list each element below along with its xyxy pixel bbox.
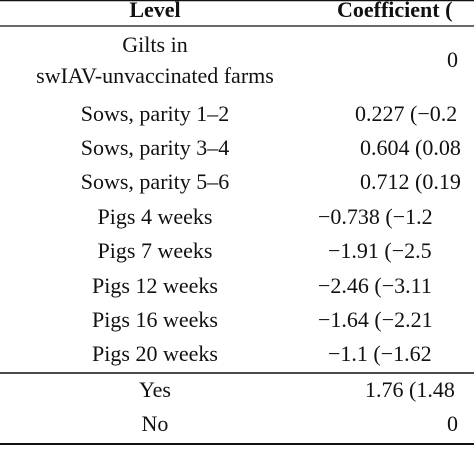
coefficient-cell: −0.738 (−1.2 (318, 204, 433, 229)
level-cell: Pigs 20 weeks (92, 341, 218, 366)
coefficient-cell: 0.712 (0.19 (360, 169, 461, 194)
header-cell: Level (129, 0, 180, 22)
level-cell: Pigs 4 weeks (98, 204, 213, 229)
level-cell: Yes (139, 377, 171, 402)
level-cell: Pigs 7 weeks (98, 238, 213, 263)
coefficient-cell: −1.91 (−2.5 (328, 238, 432, 263)
level-cell: Sows, parity 3–4 (81, 135, 230, 160)
coefficient-cell: 0 (447, 47, 458, 72)
coefficient-cell: 0.227 (−0.2 (355, 101, 457, 126)
level-cell: swIAV-unvaccinated farms (36, 63, 274, 88)
level-cell: Pigs 12 weeks (92, 273, 218, 298)
level-cell: No (142, 411, 169, 436)
level-cell: Sows, parity 1–2 (81, 101, 230, 126)
level-cell: Sows, parity 5–6 (81, 169, 230, 194)
level-cell: Gilts in (122, 32, 187, 57)
level-cell: Pigs 16 weeks (92, 307, 218, 332)
coefficient-cell: −2.46 (−3.11 (318, 273, 432, 298)
header-cell: Coefficient ( (337, 0, 452, 22)
coefficient-cell: 0 (447, 411, 458, 436)
coefficient-cell: 1.76 (1.48 (365, 377, 455, 402)
coefficient-cell: −1.1 (−1.62 (328, 341, 432, 366)
coefficient-cell: −1.64 (−2.21 (318, 307, 433, 332)
coefficient-cell: 0.604 (0.08 (360, 135, 461, 160)
